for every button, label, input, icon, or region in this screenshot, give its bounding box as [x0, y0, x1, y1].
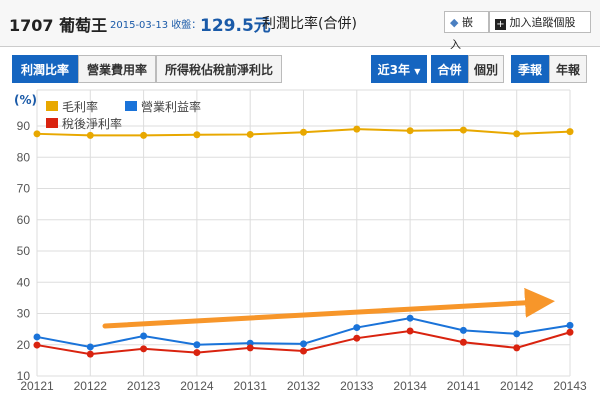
data-point[interactable]: [459, 126, 467, 134]
data-point[interactable]: [459, 338, 467, 346]
plus-icon: +: [495, 19, 506, 30]
legend-label: 營業利益率: [141, 99, 201, 114]
y-tick-label: 90: [17, 119, 31, 133]
x-tick-label: 20142: [500, 379, 534, 393]
y-tick-label: 70: [17, 182, 31, 196]
legend-swatch: [46, 118, 58, 128]
profit-ratio-chart: (%) 10 20 30 40 50 60 70 80 90 20121 20122 20123 201…: [14, 89, 587, 393]
page-title: 利潤比率(合併): [262, 16, 357, 32]
data-point[interactable]: [566, 321, 574, 329]
data-point[interactable]: [513, 130, 521, 138]
y-tick-label: 80: [17, 150, 31, 164]
y-axis-unit: (%): [14, 93, 37, 107]
data-point[interactable]: [33, 130, 41, 138]
x-tick-label: 20121: [20, 379, 54, 393]
caret-down-icon: ▼: [414, 67, 421, 76]
data-point[interactable]: [193, 131, 201, 139]
consolidated-button[interactable]: 合併: [431, 55, 468, 83]
close-price: 129.5元: [200, 16, 271, 36]
y-tick-label: 10: [17, 369, 31, 383]
data-point[interactable]: [459, 326, 467, 334]
embed-label: 嵌入: [450, 16, 473, 51]
y-tick-label: 40: [17, 275, 31, 289]
legend-label: 稅後淨利率: [62, 116, 122, 131]
data-point[interactable]: [140, 332, 148, 340]
data-point[interactable]: [246, 130, 254, 138]
x-tick-label: 20123: [127, 379, 161, 393]
x-tick-label: 20143: [553, 379, 587, 393]
data-point[interactable]: [300, 128, 307, 136]
data-point[interactable]: [566, 128, 574, 136]
y-tick-label: 20: [17, 338, 31, 352]
add-watch-button[interactable]: + 加入追蹤個股: [489, 11, 591, 33]
data-point[interactable]: [566, 328, 574, 336]
data-point[interactable]: [33, 333, 41, 341]
data-point[interactable]: [513, 344, 521, 352]
data-point[interactable]: [300, 340, 307, 348]
tab-profit-ratio[interactable]: 利潤比率: [12, 55, 78, 83]
stock-name: 1707 葡萄王: [9, 16, 108, 35]
code-icon: ◆: [450, 16, 462, 29]
trend-arrow: [102, 287, 555, 329]
x-tick-label: 20141: [447, 379, 481, 393]
data-point[interactable]: [406, 127, 414, 135]
x-tick-label: 20132: [287, 379, 321, 393]
range-dropdown[interactable]: 近3年 ▼: [371, 55, 427, 83]
data-point[interactable]: [406, 327, 414, 335]
data-point[interactable]: [193, 349, 201, 357]
data-point[interactable]: [193, 341, 201, 349]
data-point[interactable]: [353, 324, 361, 332]
legend-label: 毛利率: [62, 99, 98, 114]
y-tick-label: 30: [17, 307, 31, 321]
y-tick-label: 60: [17, 213, 31, 227]
data-point[interactable]: [300, 347, 307, 355]
y-tick-label: 50: [17, 244, 31, 258]
data-point[interactable]: [406, 314, 414, 322]
x-tick-label: 20124: [180, 379, 214, 393]
close-date: 2015-03-13 收盤：: [110, 20, 202, 31]
data-point[interactable]: [140, 345, 148, 353]
data-point[interactable]: [513, 330, 521, 338]
embed-button[interactable]: ◆ 嵌入: [444, 11, 489, 51]
data-point[interactable]: [353, 125, 361, 133]
tab-tax-ratio[interactable]: 所得稅佔稅前淨利比: [156, 55, 282, 83]
data-point[interactable]: [86, 131, 94, 139]
x-tick-label: 20133: [340, 379, 374, 393]
legend-swatch: [125, 101, 137, 111]
legend-swatch: [46, 101, 58, 111]
range-label: 近3年: [377, 63, 410, 77]
data-point[interactable]: [33, 341, 41, 349]
x-tick-label: 20122: [74, 379, 108, 393]
annual-button[interactable]: 年報: [549, 55, 587, 83]
x-tick-label: 20134: [393, 379, 427, 393]
data-point[interactable]: [140, 131, 148, 139]
tab-operating-expense[interactable]: 營業費用率: [78, 55, 156, 83]
add-watch-label: 加入追蹤個股: [509, 16, 576, 29]
data-point[interactable]: [353, 334, 361, 342]
data-point[interactable]: [86, 343, 94, 351]
data-point[interactable]: [246, 344, 254, 352]
quarterly-button[interactable]: 季報: [511, 55, 549, 83]
data-point[interactable]: [86, 350, 94, 358]
x-tick-label: 20131: [234, 379, 268, 393]
individual-button[interactable]: 個別: [468, 55, 504, 83]
header: 1707 葡萄王 2015-03-13 收盤： 129.5元 利潤比率(合併) …: [0, 0, 600, 51]
